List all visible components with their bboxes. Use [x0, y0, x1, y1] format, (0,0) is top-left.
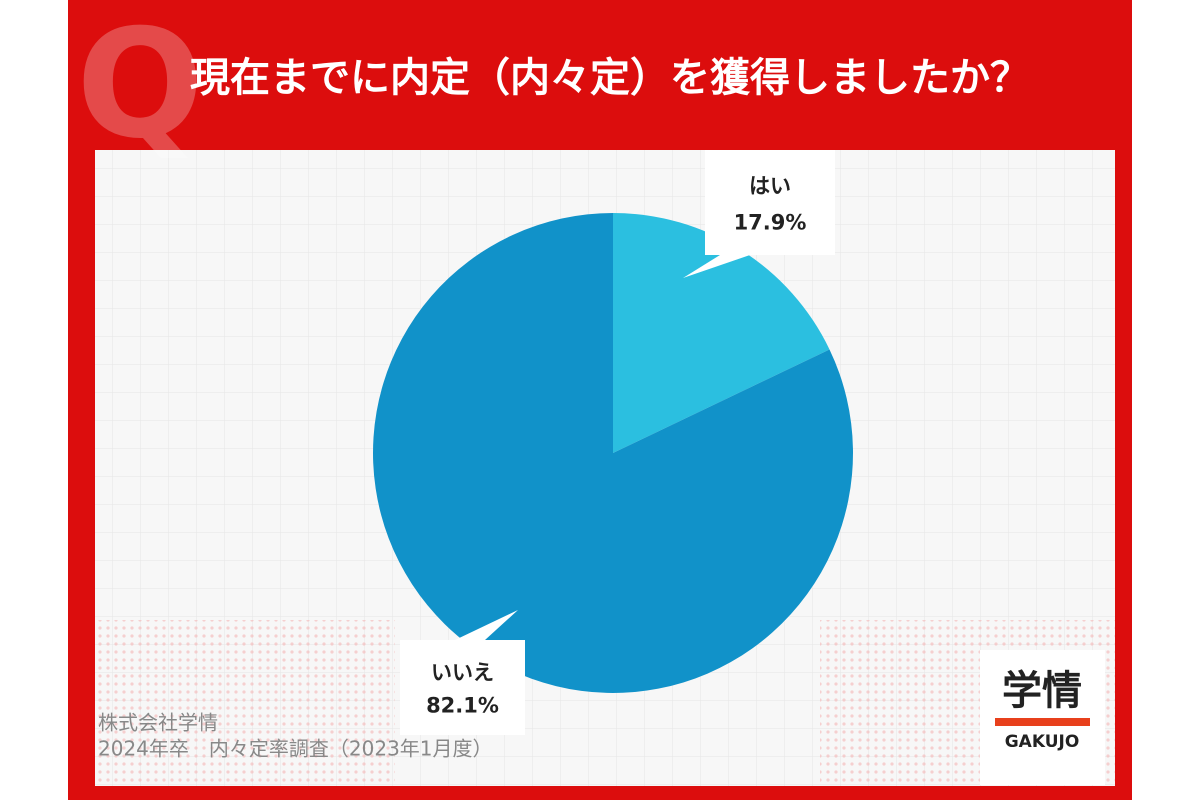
slice — [373, 213, 853, 693]
dots — [95, 620, 395, 786]
logo-name: 学情 — [1002, 668, 1082, 714]
callout-box — [400, 640, 525, 735]
badge: Q — [76, 0, 204, 172]
callout-pointer — [683, 255, 750, 278]
callout-box — [705, 150, 835, 255]
logo-box — [980, 650, 1105, 785]
slice-label: いいえ — [431, 660, 494, 684]
labels: はい 17.9% いいえ 82.1% — [400, 150, 835, 735]
source: 2024年卒 内々定率調査（2023年1月度） — [98, 737, 493, 761]
value-label: 17.9% — [734, 211, 807, 235]
logo-latin: GAKUJO — [1005, 732, 1080, 752]
logo-bar — [995, 718, 1090, 726]
slice — [613, 213, 830, 453]
callout-pointer — [455, 610, 518, 640]
pie — [373, 213, 853, 693]
slice-label: はい — [749, 174, 791, 198]
chart-title: 現在までに内定（内々定）を獲得しましたか？ — [190, 55, 1030, 101]
source: 株式会社学情 — [98, 711, 218, 735]
value-label: 82.1% — [426, 694, 499, 718]
